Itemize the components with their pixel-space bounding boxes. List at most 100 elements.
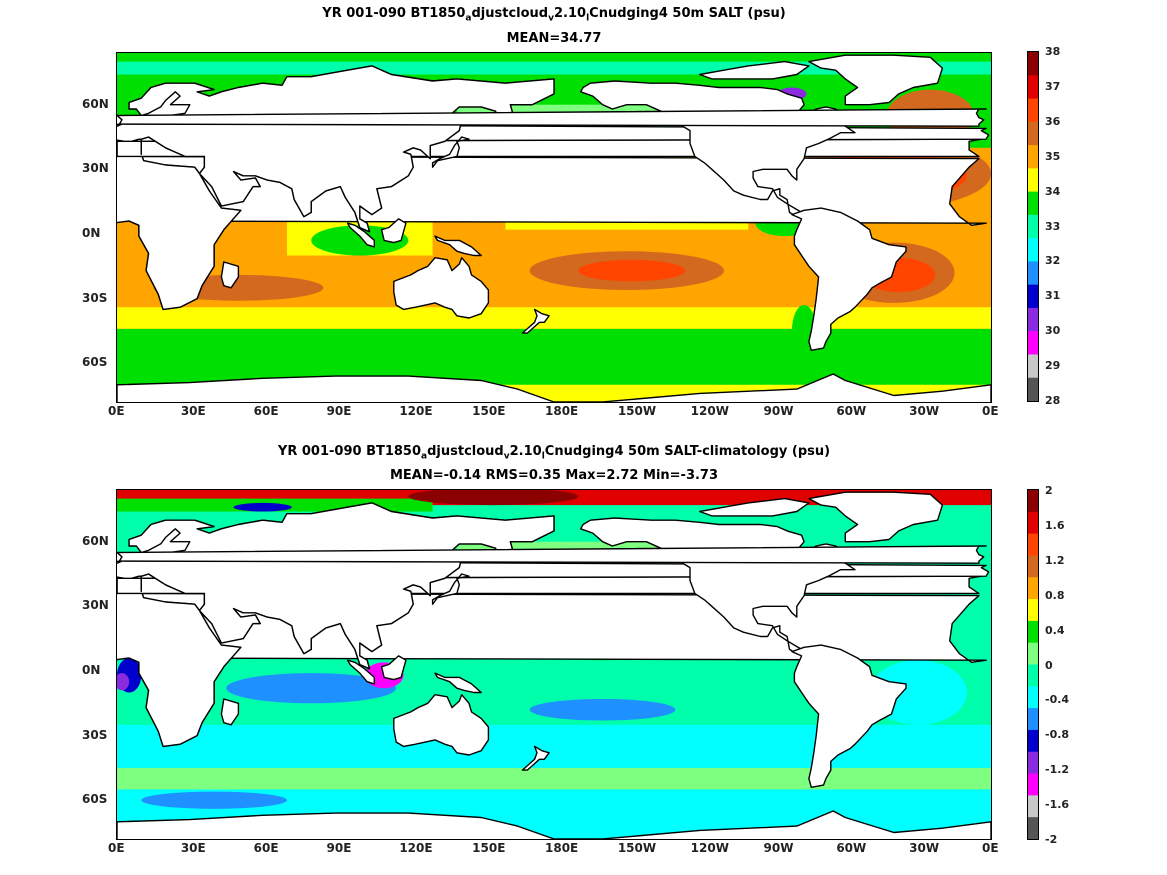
colorbar-swatch [1028, 98, 1038, 123]
plot-subtitle-bottom: MEAN=-0.14 RMS=0.35 Max=2.72 Min=-3.73 [389, 468, 719, 483]
colorbar-label: -0.8 [1045, 728, 1070, 742]
land-uk-east [117, 114, 123, 126]
colorbar-label: 34 [1045, 184, 1061, 198]
colorbar-swatch [1028, 331, 1038, 355]
salinity-bias-map-bottom [116, 489, 992, 840]
x-tick-label: 180E [545, 404, 579, 418]
colorbar-label: -0.4 [1045, 693, 1070, 707]
x-tick-label: 150E [472, 841, 506, 855]
y-tick-label: 60S [82, 355, 108, 370]
colorbar-swatch [1028, 751, 1038, 775]
colorbar-swatch [1028, 75, 1038, 100]
field-gulf-guinea-core [117, 673, 130, 691]
colorbar-label: 32 [1045, 254, 1061, 268]
land-sumatra [346, 659, 375, 685]
colorbar-swatch [1028, 664, 1038, 687]
field-kara-neg [233, 502, 292, 512]
colorbar-label: -2 [1045, 833, 1058, 846]
colorbar-swatch [1028, 284, 1038, 309]
colorbar-label: 38 [1045, 45, 1061, 58]
land-eurasia-east [117, 65, 555, 233]
y-tick-label: 60S [82, 792, 108, 807]
land-antarctica [117, 810, 991, 839]
x-tick-label: 90E [326, 404, 352, 418]
field-arctic-top [117, 53, 991, 62]
x-tick-label: 150W [617, 404, 657, 418]
x-tick-label: 90W [763, 404, 794, 418]
land-madagascar [220, 698, 240, 726]
x-tick-label: 0E [982, 404, 999, 418]
x-tick-label: 60W [836, 404, 867, 418]
colorbar-label: 1.2 [1045, 553, 1065, 567]
colorbar-swatch [1028, 238, 1038, 262]
field-acc-neg [141, 791, 287, 809]
land-madagascar [220, 261, 240, 289]
colorbar-swatch [1028, 121, 1038, 146]
colorbar-label: -1.6 [1045, 798, 1070, 812]
colorbar-swatch [1028, 377, 1038, 401]
colorbar-swatch [1028, 168, 1038, 193]
colorbar-label: 35 [1045, 149, 1061, 163]
colorbar-label: 0.8 [1045, 588, 1065, 602]
plot-title-top: YR 001-090 BT1850adjustcloudv2.10lCnudgi… [322, 6, 786, 24]
colorbar-swatch [1028, 145, 1038, 169]
colorbar-swatch [1028, 261, 1038, 286]
land-africa-east [117, 153, 242, 311]
field-south-pacific-core [578, 259, 686, 282]
field-sp-negative [529, 698, 676, 721]
colorbar-label: 31 [1045, 289, 1061, 303]
colorbar-swatch [1028, 729, 1038, 753]
x-tick-label: 60E [253, 404, 279, 418]
colorbar-label: -1.2 [1045, 763, 1070, 777]
x-tick-label: 30E [180, 404, 206, 418]
colorbar-label: 37 [1045, 79, 1061, 93]
colorbar-label: 28 [1045, 394, 1061, 407]
land-africa-east [117, 590, 242, 748]
land-south-america [791, 644, 907, 788]
x-tick-label: 0E [108, 404, 125, 418]
colorbar-swatch [1028, 599, 1038, 622]
field-south-34 [117, 307, 991, 329]
land-south-america [791, 207, 907, 351]
land-greenland [808, 491, 944, 543]
x-tick-label: 120E [399, 404, 433, 418]
colorbar-swatch [1028, 307, 1038, 332]
y-tick-label: 60N [82, 96, 109, 111]
salinity-map-top [116, 52, 992, 403]
x-tick-label: 120W [690, 841, 729, 855]
colorbar-swatch [1028, 533, 1038, 556]
field-arctic-core [408, 490, 579, 506]
x-tick-label: 90E [326, 841, 352, 855]
colorbar-swatch [1028, 490, 1038, 513]
colorbar-label: 0 [1045, 658, 1053, 672]
land-borneo [380, 655, 407, 681]
x-tick-label: 90W [763, 841, 794, 855]
colorbar-label: 30 [1045, 324, 1061, 338]
y-tick-label: 60N [82, 533, 109, 548]
colorbar-swatch [1028, 214, 1038, 239]
colorbar-swatch [1028, 354, 1038, 379]
colorbar-swatch [1028, 555, 1038, 578]
land-australia [393, 256, 490, 319]
x-tick-label: 0E [108, 841, 125, 855]
land-nz [521, 308, 550, 334]
y-tick-label: 30S [82, 290, 108, 305]
x-tick-label: 150W [617, 841, 657, 855]
colorbar-swatch [1028, 577, 1038, 600]
field-acc-band [117, 767, 991, 790]
colorbar-bottom [1027, 489, 1039, 840]
land-uk-east [117, 551, 123, 563]
x-tick-label: 120E [399, 841, 433, 855]
colorbar-swatch [1028, 52, 1038, 76]
land-eurasia-east [117, 502, 555, 670]
colorbar-swatch [1028, 511, 1038, 535]
land-canada-arctic [699, 60, 810, 80]
y-tick-label: 30N [82, 161, 109, 176]
colorbar-swatch [1028, 708, 1038, 731]
colorbar-swatch [1028, 620, 1038, 644]
x-tick-label: 150E [472, 404, 506, 418]
land-nz [521, 745, 550, 771]
x-tick-label: 30W [909, 841, 940, 855]
land-canada-arctic [699, 497, 810, 517]
field-indian-negative [226, 673, 397, 704]
